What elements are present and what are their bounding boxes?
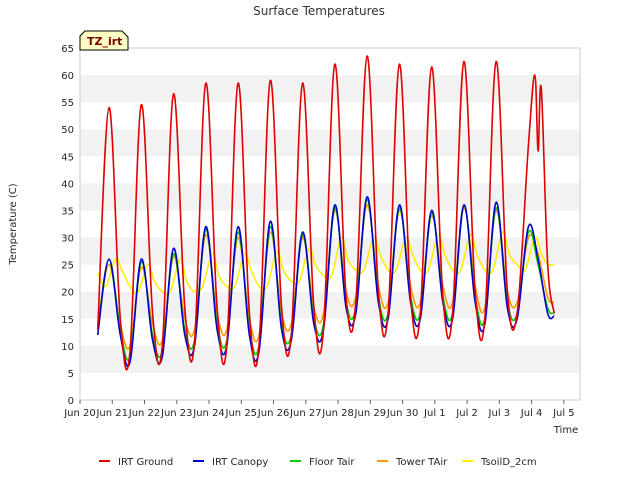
y-tick-label: 10 <box>61 342 74 353</box>
grid-band <box>80 75 580 103</box>
x-tick-label: Jun 26 <box>257 408 290 419</box>
y-axis-ticks: 0 5 10 15 20 25 30 35 40 45 50 55 60 65 <box>61 44 74 407</box>
plot-frame <box>79 47 581 401</box>
y-tick-label: 45 <box>61 152 74 163</box>
legend-label: IRT Canopy <box>212 457 268 468</box>
y-tick-label: 30 <box>61 234 74 245</box>
x-tick-label: Jun 22 <box>128 408 161 419</box>
x-tick-label: Jun 25 <box>225 408 258 419</box>
site-badge: TZ_irt <box>79 30 129 51</box>
legend-label: IRT Ground <box>118 457 173 468</box>
x-tick-label: Jul 5 <box>552 408 575 419</box>
x-axis-ticks: Jun 20 Jun 21 Jun 22 Jun 23 Jun 24 Jun 25 Jun … <box>63 400 575 419</box>
background-bands <box>80 75 580 373</box>
x-tick-label: Jun 27 <box>289 408 322 419</box>
x-tick-label: Jul 3 <box>488 408 511 419</box>
y-tick-label: 15 <box>61 315 74 326</box>
series-lines <box>96 55 555 371</box>
legend: IRT Ground IRT Canopy Floor Tair Tower TAir… <box>99 457 537 468</box>
x-tick-label: Jun 23 <box>160 408 193 419</box>
legend-label: Tower TAir <box>395 457 448 468</box>
x-tick-label: Jun 21 <box>95 408 128 419</box>
series-line-irt-ground <box>96 55 555 371</box>
y-axis-label: Temperature (C) <box>8 183 19 265</box>
y-tick-label: 60 <box>61 71 74 82</box>
grid-band <box>80 183 580 211</box>
y-tick-label: 5 <box>68 369 74 380</box>
badge-shape <box>79 30 129 51</box>
y-tick-label: 25 <box>61 261 74 272</box>
x-tick-label: Jun 24 <box>192 408 225 419</box>
y-tick-label: 65 <box>61 44 74 55</box>
x-axis-label: Time <box>553 425 578 436</box>
x-tick-label: Jun 29 <box>354 408 387 419</box>
x-tick-label: Jul 1 <box>423 408 446 419</box>
y-tick-label: 40 <box>61 179 74 190</box>
x-tick-label: Jul 4 <box>520 408 543 419</box>
x-tick-label: Jun 30 <box>386 408 419 419</box>
chart-title: Surface Temperatures <box>253 4 385 18</box>
legend-label: Floor Tair <box>309 457 355 468</box>
grid-band <box>80 291 580 319</box>
y-tick-label: 35 <box>61 206 74 217</box>
x-tick-label: Jun 20 <box>63 408 96 419</box>
y-tick-label: 20 <box>61 288 74 299</box>
y-tick-label: 55 <box>61 98 74 109</box>
series-line-irt-canopy <box>96 196 555 368</box>
y-tick-label: 50 <box>61 125 74 136</box>
x-tick-label: Jun 28 <box>321 408 354 419</box>
legend-label: TsoilD_2cm <box>480 457 537 468</box>
y-tick-label: 0 <box>68 396 74 407</box>
badge-label: TZ_irt <box>87 35 122 48</box>
x-tick-label: Jul 2 <box>455 408 478 419</box>
